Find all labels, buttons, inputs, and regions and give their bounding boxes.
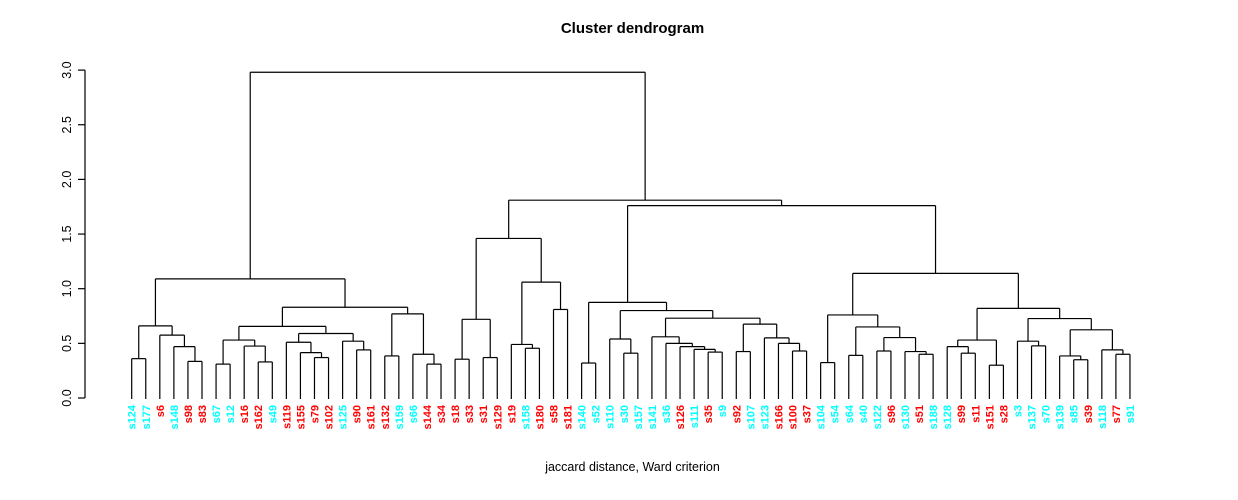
chart-subtitle: jaccard distance, Ward criterion (545, 460, 720, 474)
y-axis: 0.0 0.5 1.0 1.5 2.0 2.5 3.0 (60, 61, 86, 407)
leaf-label-s141: s141 (647, 405, 659, 429)
leaf-label-s123: s123 (759, 405, 771, 429)
leaf-label-s181: s181 (563, 405, 575, 429)
leaf-label-s166: s166 (773, 405, 785, 429)
leaf-label-s3: s3 (1012, 405, 1024, 417)
leaf-label-s130: s130 (900, 405, 912, 429)
leaf-label-s39: s39 (1083, 405, 1095, 423)
leaf-label-s137: s137 (1027, 405, 1039, 429)
leaf-label-s124: s124 (127, 404, 139, 429)
leaf-label-s92: s92 (731, 405, 743, 423)
leaf-label-s58: s58 (549, 405, 561, 423)
leaf-label-s132: s132 (380, 405, 392, 429)
leaf-label-s99: s99 (956, 405, 968, 423)
y-axis-tick-label: 3.0 (60, 61, 74, 78)
leaf-label-s28: s28 (998, 405, 1010, 423)
leaf-label-s180: s180 (534, 405, 546, 429)
leaf-label-s12: s12 (225, 405, 237, 423)
leaf-label-s90: s90 (352, 405, 364, 423)
y-axis-tick-label: 2.0 (60, 171, 74, 188)
leaf-label-s140: s140 (577, 405, 589, 429)
leaf-label-s30: s30 (619, 405, 631, 423)
leaf-label-s148: s148 (169, 405, 181, 429)
leaf-label-s85: s85 (1069, 405, 1081, 423)
leaf-label-s79: s79 (309, 405, 321, 423)
dendrogram-tree (131, 71, 1131, 399)
chart-title: Cluster dendrogram (560, 20, 705, 37)
leaf-label-s129: s129 (492, 405, 504, 429)
y-axis-tick-label: 2.5 (60, 116, 74, 133)
leaf-label-s51: s51 (914, 405, 926, 423)
leaf-label-s119: s119 (281, 405, 293, 429)
leaf-label-s151: s151 (984, 405, 996, 429)
leaf-label-s125: s125 (338, 405, 350, 429)
leaf-label-s100: s100 (788, 405, 800, 429)
leaf-label-s126: s126 (675, 405, 687, 429)
leaf-label-s177: s177 (141, 405, 153, 429)
y-axis-tick-label: 1.5 (60, 225, 74, 242)
leaf-label-s36: s36 (661, 405, 673, 423)
leaf-label-s122: s122 (872, 405, 884, 429)
leaf-label-s107: s107 (745, 405, 757, 429)
leaf-label-s188: s188 (928, 405, 940, 429)
leaf-label-s110: s110 (605, 405, 617, 429)
leaf-label-s144: s144 (422, 404, 434, 429)
leaf-label-s67: s67 (211, 405, 223, 423)
leaf-label-s33: s33 (464, 405, 476, 423)
leaf-label-s16: s16 (239, 405, 251, 423)
leaf-label-s98: s98 (183, 405, 195, 423)
leaf-label-s161: s161 (366, 405, 378, 429)
leaf-label-s64: s64 (844, 404, 856, 423)
leaf-label-s96: s96 (886, 405, 898, 423)
leaf-label-s35: s35 (703, 405, 715, 423)
leaf-label-s111: s111 (689, 405, 701, 428)
leaf-label-s70: s70 (1041, 405, 1053, 423)
leaf-label-s37: s37 (802, 405, 814, 423)
leaf-label-s139: s139 (1055, 405, 1067, 429)
y-axis-tick-label: 0.0 (60, 389, 74, 406)
leaf-label-s91: s91 (1125, 405, 1137, 423)
leaf-label-s34: s34 (436, 404, 448, 423)
leaf-label-s31: s31 (478, 405, 490, 423)
leaf-label-s18: s18 (450, 405, 462, 423)
leaf-label-s162: s162 (253, 405, 265, 429)
leaf-label-s159: s159 (394, 405, 406, 429)
leaf-label-s19: s19 (506, 405, 518, 423)
leaf-label-s128: s128 (942, 405, 954, 429)
y-axis-tick-label: 0.5 (60, 335, 74, 352)
leaf-label-s83: s83 (197, 405, 209, 423)
leaf-label-s49: s49 (267, 405, 279, 423)
leaf-label-s158: s158 (520, 405, 532, 429)
leaf-label-s157: s157 (633, 405, 645, 429)
leaf-label-s40: s40 (858, 405, 870, 423)
leaf-label-s102: s102 (324, 405, 336, 429)
leaf-label-s104: s104 (816, 404, 828, 429)
leaf-label-s118: s118 (1097, 405, 1109, 429)
leaf-label-s9: s9 (717, 405, 729, 417)
leaf-labels: s124 s177 s6 s148 s98 s83 s67 s12 s16 s162 s49 s119… (127, 404, 1137, 429)
leaf-label-s66: s66 (408, 405, 420, 423)
leaf-label-s11: s11 (970, 405, 982, 423)
leaf-label-s52: s52 (591, 405, 603, 423)
leaf-label-s155: s155 (295, 405, 307, 429)
leaf-label-s77: s77 (1111, 405, 1123, 423)
y-axis-tick-label: 1.0 (60, 280, 74, 297)
leaf-label-s54: s54 (830, 404, 842, 423)
leaf-label-s6: s6 (155, 405, 167, 417)
